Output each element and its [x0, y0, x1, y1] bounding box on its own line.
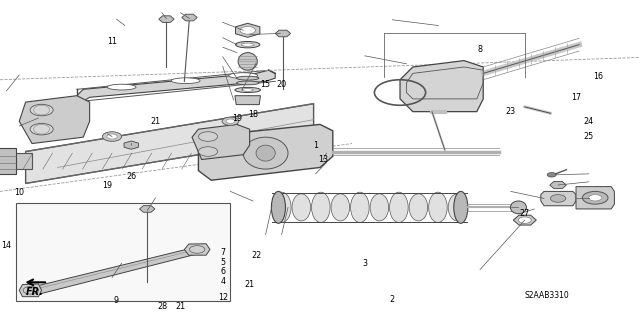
Text: 17: 17 [571, 93, 581, 102]
Text: 21: 21 [244, 280, 255, 289]
Circle shape [198, 147, 218, 156]
Polygon shape [192, 124, 250, 160]
Text: 9: 9 [114, 296, 119, 305]
Text: 19: 19 [102, 181, 113, 189]
Circle shape [30, 104, 53, 116]
Ellipse shape [390, 192, 408, 223]
Ellipse shape [237, 81, 259, 85]
Polygon shape [26, 247, 202, 295]
Text: 27: 27 [520, 209, 530, 218]
Polygon shape [275, 30, 291, 37]
Bar [16, 203, 230, 301]
Circle shape [189, 246, 205, 253]
Text: 22: 22 [251, 251, 261, 260]
Ellipse shape [238, 53, 257, 70]
Polygon shape [140, 206, 155, 212]
Ellipse shape [241, 43, 254, 46]
Ellipse shape [108, 84, 136, 90]
Text: 1: 1 [313, 141, 318, 150]
Ellipse shape [292, 194, 310, 221]
Circle shape [547, 173, 556, 177]
Circle shape [23, 286, 38, 294]
Circle shape [582, 191, 608, 204]
Text: 16: 16 [593, 72, 604, 81]
Text: 6: 6 [220, 267, 225, 276]
Text: S2AAB3310: S2AAB3310 [525, 291, 570, 300]
Text: 25: 25 [584, 132, 594, 141]
Circle shape [589, 195, 602, 201]
Ellipse shape [243, 137, 288, 169]
Circle shape [550, 195, 566, 202]
Text: 19: 19 [232, 114, 242, 122]
Circle shape [222, 117, 239, 125]
Text: 3: 3 [362, 259, 367, 268]
Ellipse shape [370, 194, 388, 221]
Circle shape [240, 26, 255, 34]
Text: 5: 5 [220, 258, 225, 267]
Text: 2: 2 [390, 295, 395, 304]
Ellipse shape [454, 191, 468, 223]
Polygon shape [576, 187, 614, 209]
Ellipse shape [409, 194, 428, 221]
Ellipse shape [229, 73, 258, 78]
Ellipse shape [331, 194, 349, 221]
Circle shape [102, 132, 122, 141]
Ellipse shape [351, 192, 369, 223]
Polygon shape [541, 191, 576, 206]
Polygon shape [19, 284, 42, 297]
Polygon shape [77, 70, 275, 101]
Ellipse shape [235, 87, 260, 93]
Circle shape [30, 123, 53, 135]
Text: 11: 11 [107, 37, 117, 46]
Polygon shape [184, 244, 210, 255]
Text: 20: 20 [276, 80, 287, 89]
Ellipse shape [312, 192, 330, 223]
Text: 4: 4 [220, 277, 225, 286]
Circle shape [107, 134, 117, 139]
Text: 23: 23 [506, 107, 516, 116]
Text: 24: 24 [584, 117, 594, 126]
Text: 21: 21 [150, 117, 161, 126]
Ellipse shape [237, 76, 259, 80]
Text: 18: 18 [248, 110, 258, 119]
Text: 28: 28 [157, 302, 167, 311]
Text: 21: 21 [175, 302, 186, 311]
Ellipse shape [256, 145, 275, 161]
Polygon shape [550, 182, 566, 189]
Polygon shape [159, 16, 174, 22]
Ellipse shape [172, 78, 200, 84]
Polygon shape [235, 96, 260, 105]
Text: 7: 7 [220, 248, 225, 257]
Text: 10: 10 [14, 189, 24, 197]
Polygon shape [0, 148, 16, 174]
Text: 14: 14 [1, 241, 12, 250]
Polygon shape [513, 215, 536, 225]
Ellipse shape [236, 41, 260, 48]
Circle shape [198, 132, 218, 141]
Ellipse shape [511, 201, 527, 214]
Polygon shape [182, 14, 197, 21]
Text: 26: 26 [126, 172, 136, 181]
Text: 12: 12 [218, 293, 228, 302]
Polygon shape [124, 141, 138, 149]
Polygon shape [236, 23, 260, 37]
Ellipse shape [242, 89, 253, 91]
Text: 13: 13 [318, 155, 328, 164]
Ellipse shape [448, 194, 467, 221]
Circle shape [518, 217, 531, 223]
Ellipse shape [271, 191, 285, 223]
Text: 8: 8 [477, 45, 483, 54]
Polygon shape [19, 96, 90, 144]
Ellipse shape [429, 192, 447, 223]
Circle shape [226, 119, 235, 123]
Ellipse shape [273, 192, 291, 223]
Polygon shape [198, 124, 333, 180]
Polygon shape [0, 153, 32, 169]
Text: 15: 15 [260, 80, 271, 89]
Polygon shape [400, 61, 483, 112]
Polygon shape [26, 104, 314, 183]
Text: FR.: FR. [26, 287, 44, 297]
